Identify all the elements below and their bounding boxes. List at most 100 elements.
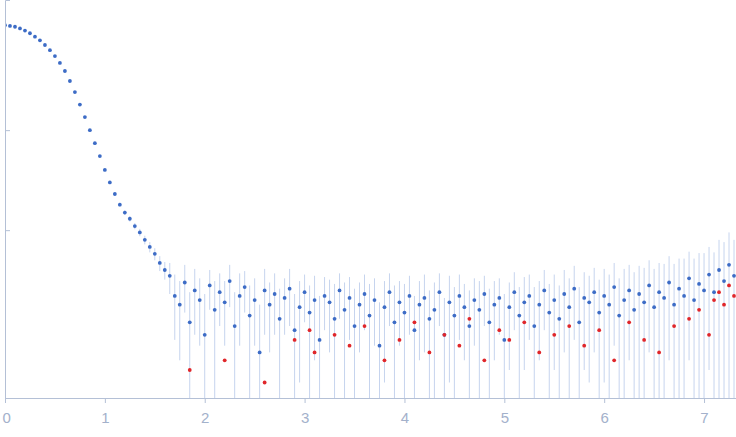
error-bar	[364, 275, 365, 331]
point	[532, 324, 536, 328]
points	[5, 23, 736, 354]
error-bar	[454, 287, 455, 398]
point	[48, 48, 52, 52]
error-bar	[714, 252, 715, 398]
point	[527, 294, 531, 298]
point	[398, 300, 402, 304]
point	[567, 305, 571, 309]
point	[353, 324, 357, 328]
point	[413, 328, 417, 332]
chart: 01234567	[0, 0, 736, 437]
x-tick-label: 0	[3, 409, 11, 426]
error-bar	[294, 294, 295, 398]
point	[313, 350, 317, 354]
error-bar	[249, 285, 250, 398]
error-bar	[549, 284, 550, 398]
error-bar	[304, 275, 305, 323]
point	[198, 298, 202, 302]
point	[692, 298, 696, 302]
point	[78, 103, 82, 107]
point	[717, 290, 721, 294]
point	[23, 29, 27, 33]
error-bar	[679, 259, 680, 398]
x-tick-label: 4	[401, 409, 409, 426]
point	[68, 79, 72, 83]
x-tick: 3	[301, 398, 309, 426]
point	[348, 296, 352, 300]
point	[497, 296, 501, 300]
error-bar	[329, 280, 330, 353]
error-bar	[574, 266, 575, 340]
point	[213, 308, 217, 312]
point	[522, 320, 526, 324]
y-tick-mark	[5, 130, 10, 131]
point	[467, 324, 471, 328]
point	[727, 284, 731, 288]
point	[707, 273, 711, 277]
point	[123, 211, 127, 215]
point	[148, 245, 152, 249]
x-tick: 6	[601, 398, 609, 426]
point	[682, 294, 686, 298]
point	[452, 314, 456, 318]
error-bar	[199, 278, 200, 345]
point	[667, 281, 671, 285]
point	[263, 288, 267, 292]
error-bar	[694, 259, 695, 398]
point	[567, 324, 571, 328]
error-bar	[449, 276, 450, 383]
point	[343, 308, 347, 312]
point	[338, 288, 342, 292]
point	[83, 115, 87, 119]
point	[308, 311, 312, 315]
error-bar	[614, 263, 615, 346]
point	[388, 290, 392, 294]
point	[103, 168, 107, 172]
point	[702, 288, 706, 292]
error-bar	[704, 253, 705, 398]
error-bar	[399, 281, 400, 346]
x-tick-label: 6	[601, 409, 609, 426]
point	[228, 279, 232, 283]
error-bar	[514, 272, 515, 330]
point	[557, 317, 561, 321]
point	[33, 35, 37, 39]
point	[607, 303, 611, 307]
y-axis-line	[6, 1, 11, 399]
point	[722, 279, 726, 283]
point	[507, 305, 511, 309]
point	[138, 231, 142, 235]
error-bar	[469, 290, 470, 398]
error-bar	[484, 276, 485, 326]
point	[218, 290, 222, 294]
error-bar	[639, 266, 640, 398]
point	[487, 320, 491, 324]
error-bar	[444, 298, 445, 398]
error-bar	[324, 277, 325, 330]
error-bar	[354, 289, 355, 398]
point	[278, 317, 282, 321]
error-bar	[254, 278, 255, 345]
error-bar	[299, 281, 300, 382]
point	[238, 294, 242, 298]
point	[128, 217, 132, 221]
point	[732, 274, 736, 278]
point	[258, 350, 262, 354]
point	[582, 296, 586, 300]
error-bar	[589, 276, 590, 383]
point	[627, 320, 631, 324]
point	[418, 303, 422, 307]
point	[592, 290, 596, 294]
point	[373, 298, 377, 302]
point	[43, 43, 47, 47]
error-bar	[319, 296, 320, 398]
y-tick-mark	[5, 230, 10, 231]
point	[53, 54, 57, 58]
point	[283, 296, 287, 300]
error-bar	[544, 270, 545, 330]
error-bar	[339, 273, 340, 318]
error-bar	[434, 282, 435, 398]
error-bar	[169, 263, 170, 294]
error-bar	[669, 256, 670, 360]
error-bar	[494, 281, 495, 360]
